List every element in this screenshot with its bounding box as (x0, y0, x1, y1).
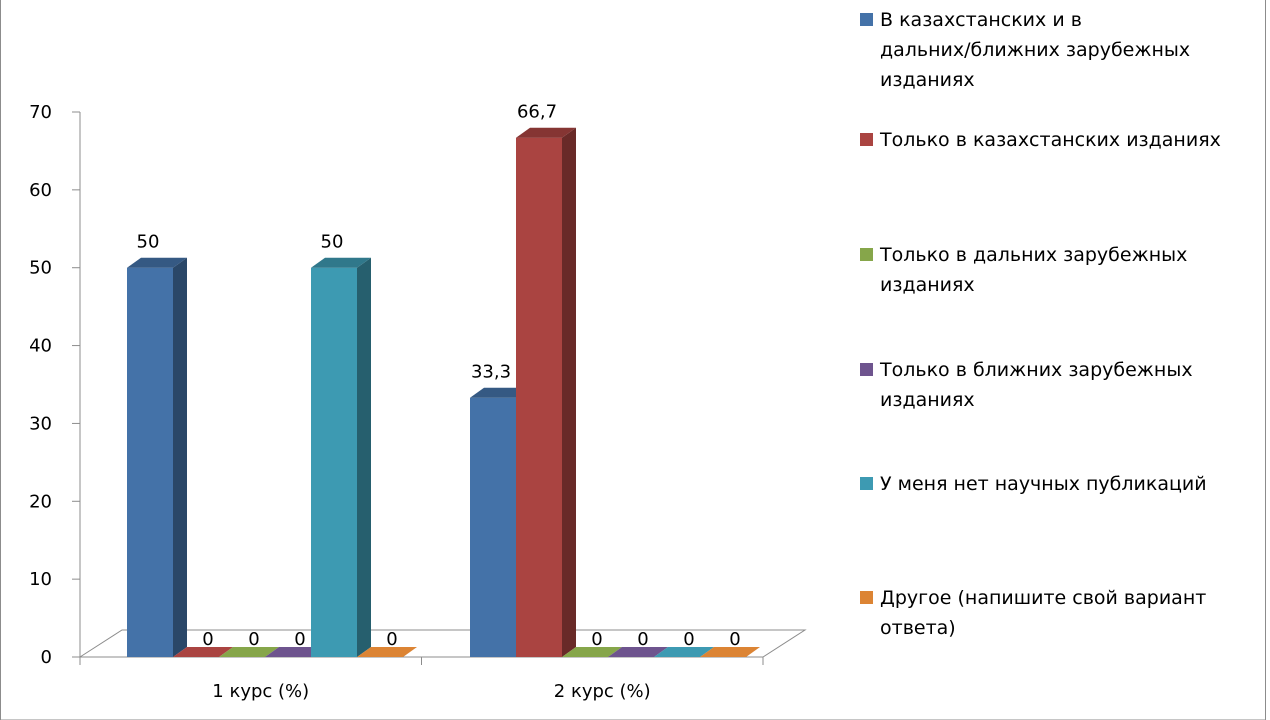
bar-flat (700, 647, 760, 657)
bar-side (357, 257, 371, 657)
bar-front (127, 267, 173, 657)
bar-front (516, 137, 562, 657)
bar-top (470, 387, 530, 398)
bar (654, 647, 714, 657)
legend-label: У меня нет научных публикаций (880, 473, 1207, 495)
legend-swatch (860, 133, 873, 146)
legend-swatch (860, 363, 873, 376)
y-tick-label: 0 (41, 647, 52, 668)
bar-front (470, 397, 516, 657)
bar (516, 127, 576, 657)
legend-swatch (860, 13, 873, 26)
bar (219, 647, 279, 657)
legend-label: изданиях (880, 69, 975, 91)
bar (173, 647, 233, 657)
bar-flat (562, 647, 622, 657)
legend-label: Только в дальних зарубежных (879, 244, 1187, 266)
data-label: 0 (683, 629, 694, 650)
legend-label: изданиях (880, 389, 975, 411)
bar-flat (173, 647, 233, 657)
data-label: 0 (294, 629, 305, 650)
data-label: 33,3 (471, 362, 511, 383)
bar-flat (608, 647, 668, 657)
data-label: 50 (321, 232, 344, 253)
data-label: 0 (591, 629, 602, 650)
legend-swatch (860, 591, 873, 604)
bar-top (311, 257, 371, 268)
category-label: 1 курс (%) (212, 681, 309, 702)
y-tick-label: 70 (29, 102, 52, 123)
bar-flat (357, 647, 417, 657)
data-labels: 50 33,3 0 66,7 0 0 0 0 50 0 0 0 (137, 102, 741, 650)
y-tick-label: 30 (29, 413, 52, 434)
bar-flat (265, 647, 325, 657)
y-tick-label: 20 (29, 491, 52, 512)
data-label: 0 (248, 629, 259, 650)
legend-label: Другое (напишите свой вариант (880, 587, 1206, 609)
y-tick-label: 60 (29, 180, 52, 201)
bar-side (562, 127, 576, 657)
y-tick-label: 10 (29, 569, 52, 590)
bar-side (173, 257, 187, 657)
legend-label: Только в ближних зарубежных (879, 359, 1193, 381)
bar (311, 257, 371, 657)
bar-flat (219, 647, 279, 657)
y-tick-label: 50 (29, 258, 52, 279)
data-label: 0 (386, 629, 397, 650)
data-label: 66,7 (517, 102, 557, 123)
bar (265, 647, 325, 657)
data-label: 0 (729, 629, 740, 650)
bar-flat (654, 647, 714, 657)
legend-label: изданиях (880, 274, 975, 296)
legend-label: Только в казахстанских изданиях (879, 129, 1221, 151)
bar (357, 647, 417, 657)
bars (127, 127, 760, 657)
legend-swatch (860, 248, 873, 261)
data-label: 50 (137, 232, 160, 253)
legend: В казахстанских и в дальних/ближних заруб… (860, 9, 1221, 639)
data-label: 0 (637, 629, 648, 650)
axes: 0 10 20 30 40 50 60 70 1 курс (%) 2 курс (%) (29, 102, 807, 702)
bar (700, 647, 760, 657)
bar-top (516, 127, 576, 138)
bar (608, 647, 668, 657)
bar (127, 257, 187, 657)
bar-top (127, 257, 187, 268)
legend-swatch (860, 477, 873, 490)
data-label: 0 (202, 629, 213, 650)
category-label: 2 курс (%) (554, 681, 651, 702)
bar (562, 647, 622, 657)
y-tick-label: 40 (29, 336, 52, 357)
legend-label: дальних/ближних зарубежных (880, 39, 1190, 61)
legend-label: ответа) (880, 617, 956, 639)
legend-label: В казахстанских и в (880, 9, 1082, 31)
bar-front (311, 267, 357, 657)
